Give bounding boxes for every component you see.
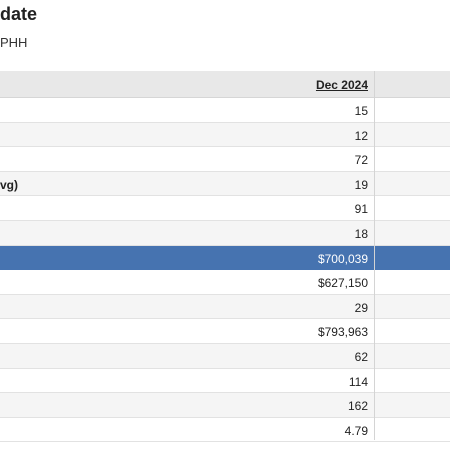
table-row[interactable]: $627,150	[0, 270, 450, 295]
table-row-selected[interactable]: $700,039	[0, 245, 450, 271]
column-header-dec-2024[interactable]: Dec 2024	[315, 78, 368, 92]
row-value: 15	[354, 104, 368, 118]
table-row[interactable]: 4.79	[0, 418, 450, 443]
table-row[interactable]: 18	[0, 220, 450, 246]
row-value: 18	[354, 226, 368, 241]
row-value: 114	[348, 374, 368, 389]
table-row[interactable]: 162	[0, 393, 450, 418]
table-row[interactable]: 15	[0, 98, 450, 123]
row-value: 62	[354, 349, 368, 364]
data-table: Dec 2024 15 12 72 vg) 19 91 18 $700,039	[0, 71, 450, 443]
row-label: vg)	[0, 177, 18, 192]
row-value: 29	[354, 300, 368, 315]
page-subtitle: PHH	[0, 35, 28, 50]
row-value: 91	[354, 202, 368, 217]
table-row[interactable]: vg) 19	[0, 171, 450, 197]
table-row[interactable]: 114	[0, 369, 450, 394]
table-row[interactable]: $793,963	[0, 319, 450, 344]
row-value: 19	[354, 177, 368, 192]
row-value: 12	[354, 128, 368, 143]
table-row[interactable]: 29	[0, 294, 450, 320]
row-value: $627,150	[317, 276, 368, 291]
row-value: $793,963	[317, 325, 368, 340]
table-row[interactable]: 12	[0, 122, 450, 148]
row-value: 162	[347, 399, 368, 414]
column-divider	[374, 71, 375, 440]
page-title: date	[0, 4, 38, 24]
row-value: 4.79	[344, 423, 368, 438]
row-value: $700,039	[317, 251, 368, 266]
table-header-row: Dec 2024	[0, 71, 450, 98]
table-row[interactable]: 62	[0, 343, 450, 369]
table-row[interactable]: 91	[0, 196, 450, 221]
table-row[interactable]: 72	[0, 147, 450, 172]
row-value: 72	[354, 153, 368, 168]
